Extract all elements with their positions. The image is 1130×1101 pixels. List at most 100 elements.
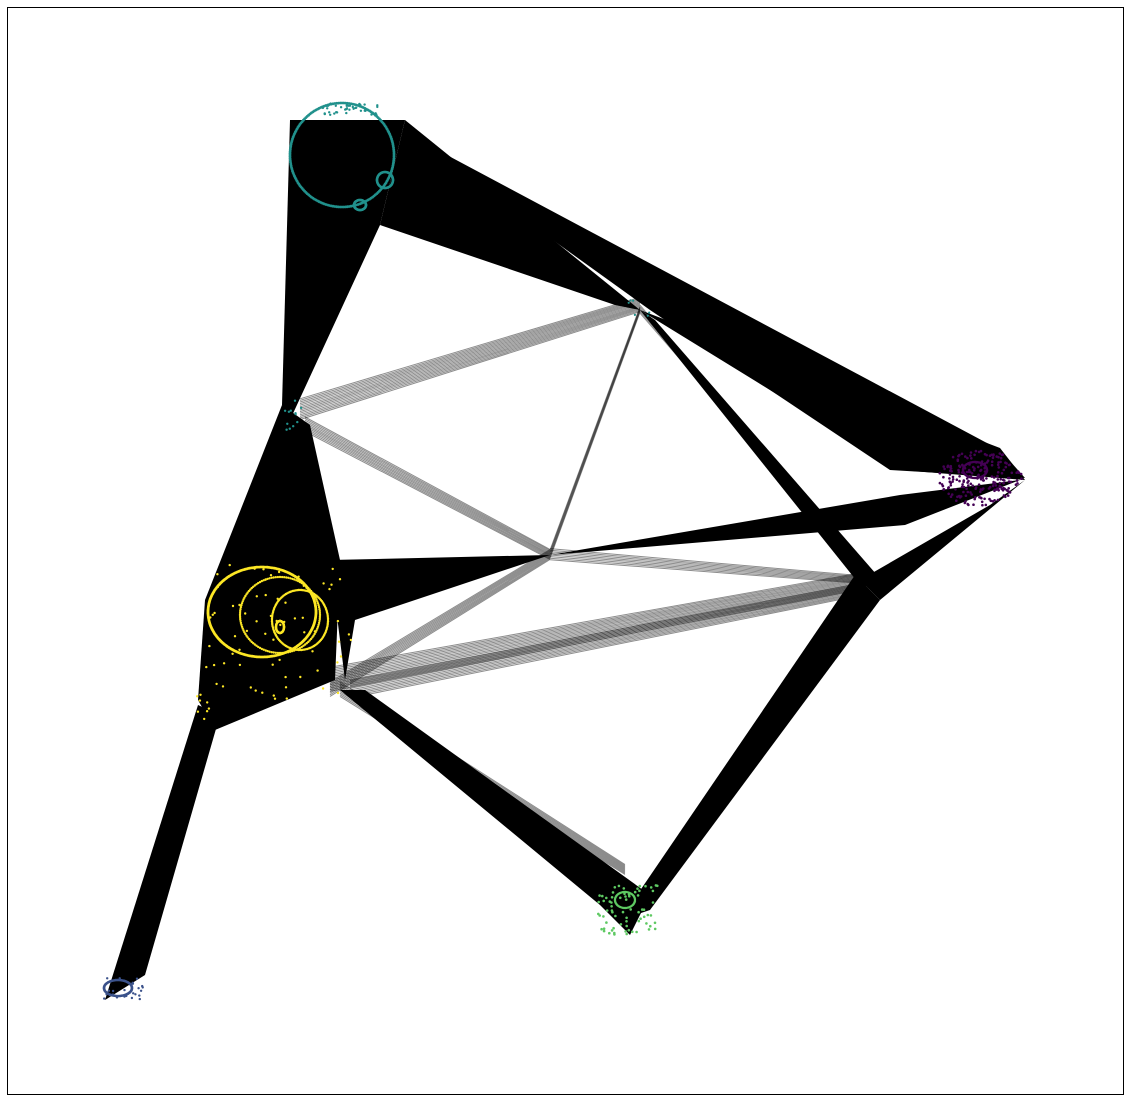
thin-edge xyxy=(329,586,871,691)
node-point xyxy=(277,570,281,574)
node-point xyxy=(1002,468,1006,472)
node-point xyxy=(1019,472,1023,476)
thin-edge xyxy=(549,554,861,581)
thin-edge xyxy=(329,558,551,697)
node-point xyxy=(253,584,256,587)
node-point xyxy=(274,651,277,654)
node-point xyxy=(982,487,985,490)
node-point xyxy=(316,627,319,630)
node-point xyxy=(951,478,955,481)
node-point xyxy=(244,594,247,598)
thin-edge xyxy=(329,572,871,671)
node-point xyxy=(309,589,313,593)
node-point xyxy=(601,894,604,898)
node-point xyxy=(985,477,988,480)
thin-edge xyxy=(549,312,641,559)
node-point xyxy=(640,908,644,911)
node-point xyxy=(1020,477,1023,481)
thin-edge xyxy=(299,304,641,411)
thin-edge xyxy=(549,307,641,552)
thin-edge xyxy=(299,296,641,400)
node-point xyxy=(249,686,252,689)
node-point xyxy=(132,992,135,995)
thin-edge xyxy=(329,578,871,679)
node-point xyxy=(246,591,249,594)
node-point xyxy=(958,464,961,468)
node-point xyxy=(294,412,297,416)
node-point xyxy=(301,616,304,619)
node-point xyxy=(993,488,996,492)
thin-edge xyxy=(349,588,861,689)
node-point xyxy=(318,615,322,619)
thin-edge xyxy=(329,551,551,686)
thin-edge xyxy=(349,585,861,685)
node-point xyxy=(969,491,972,494)
node-point xyxy=(198,699,202,702)
node-point xyxy=(289,650,292,653)
thin-edge xyxy=(329,579,871,681)
node-point xyxy=(285,651,288,654)
node-point xyxy=(1015,479,1019,482)
node-point xyxy=(938,481,942,485)
node-point xyxy=(278,651,282,655)
node-point xyxy=(196,710,200,713)
node-point xyxy=(305,642,308,645)
node-point xyxy=(216,585,219,589)
node-point xyxy=(284,686,288,689)
node-point xyxy=(323,112,326,116)
node-point xyxy=(983,497,986,501)
node-point xyxy=(115,996,119,999)
node-point xyxy=(338,578,342,581)
node-point xyxy=(972,503,975,507)
node-point xyxy=(203,717,206,721)
edge-bundle-yellow-blue xyxy=(105,705,220,1000)
node-point xyxy=(602,927,606,930)
node-point xyxy=(646,913,650,917)
node-point xyxy=(967,468,971,472)
node-point xyxy=(969,482,973,486)
thin-edge xyxy=(339,689,626,871)
node-point xyxy=(304,643,307,646)
node-point xyxy=(257,581,260,585)
node-point xyxy=(949,466,952,469)
node-point xyxy=(318,617,321,621)
node-point xyxy=(303,631,306,634)
node-point xyxy=(951,480,954,483)
node-point xyxy=(979,488,983,491)
plot-frame xyxy=(7,7,1124,1095)
edge-bundle-hub-purple xyxy=(640,310,1025,480)
thin-edge xyxy=(329,585,871,689)
edge-bundle-center-purple xyxy=(550,480,1020,555)
node-point xyxy=(285,428,288,431)
thin-edge xyxy=(329,571,871,670)
node-point xyxy=(252,585,255,588)
node-point xyxy=(625,932,628,936)
node-point xyxy=(955,499,958,503)
node-point xyxy=(216,573,219,576)
node-point xyxy=(979,496,982,499)
node-point xyxy=(973,467,976,470)
thin-edge xyxy=(329,577,871,678)
node-layer xyxy=(102,101,1023,1001)
node-point xyxy=(642,915,646,919)
node-point xyxy=(625,924,628,928)
node-point xyxy=(296,420,299,424)
thin-edge xyxy=(639,311,871,577)
node-point xyxy=(991,456,995,460)
node-point xyxy=(336,661,339,664)
thin-edge xyxy=(549,548,861,577)
thin-edge xyxy=(304,429,551,559)
node-point xyxy=(211,613,214,616)
node-point xyxy=(309,637,313,641)
node-point xyxy=(255,620,258,623)
node-point xyxy=(622,887,626,890)
node-point xyxy=(292,425,295,428)
node-point xyxy=(258,580,262,584)
node-point xyxy=(967,503,970,507)
node-point xyxy=(656,884,659,888)
node-point xyxy=(974,449,978,453)
node-point xyxy=(274,576,277,579)
thin-edge xyxy=(549,310,641,557)
node-point xyxy=(326,617,330,620)
